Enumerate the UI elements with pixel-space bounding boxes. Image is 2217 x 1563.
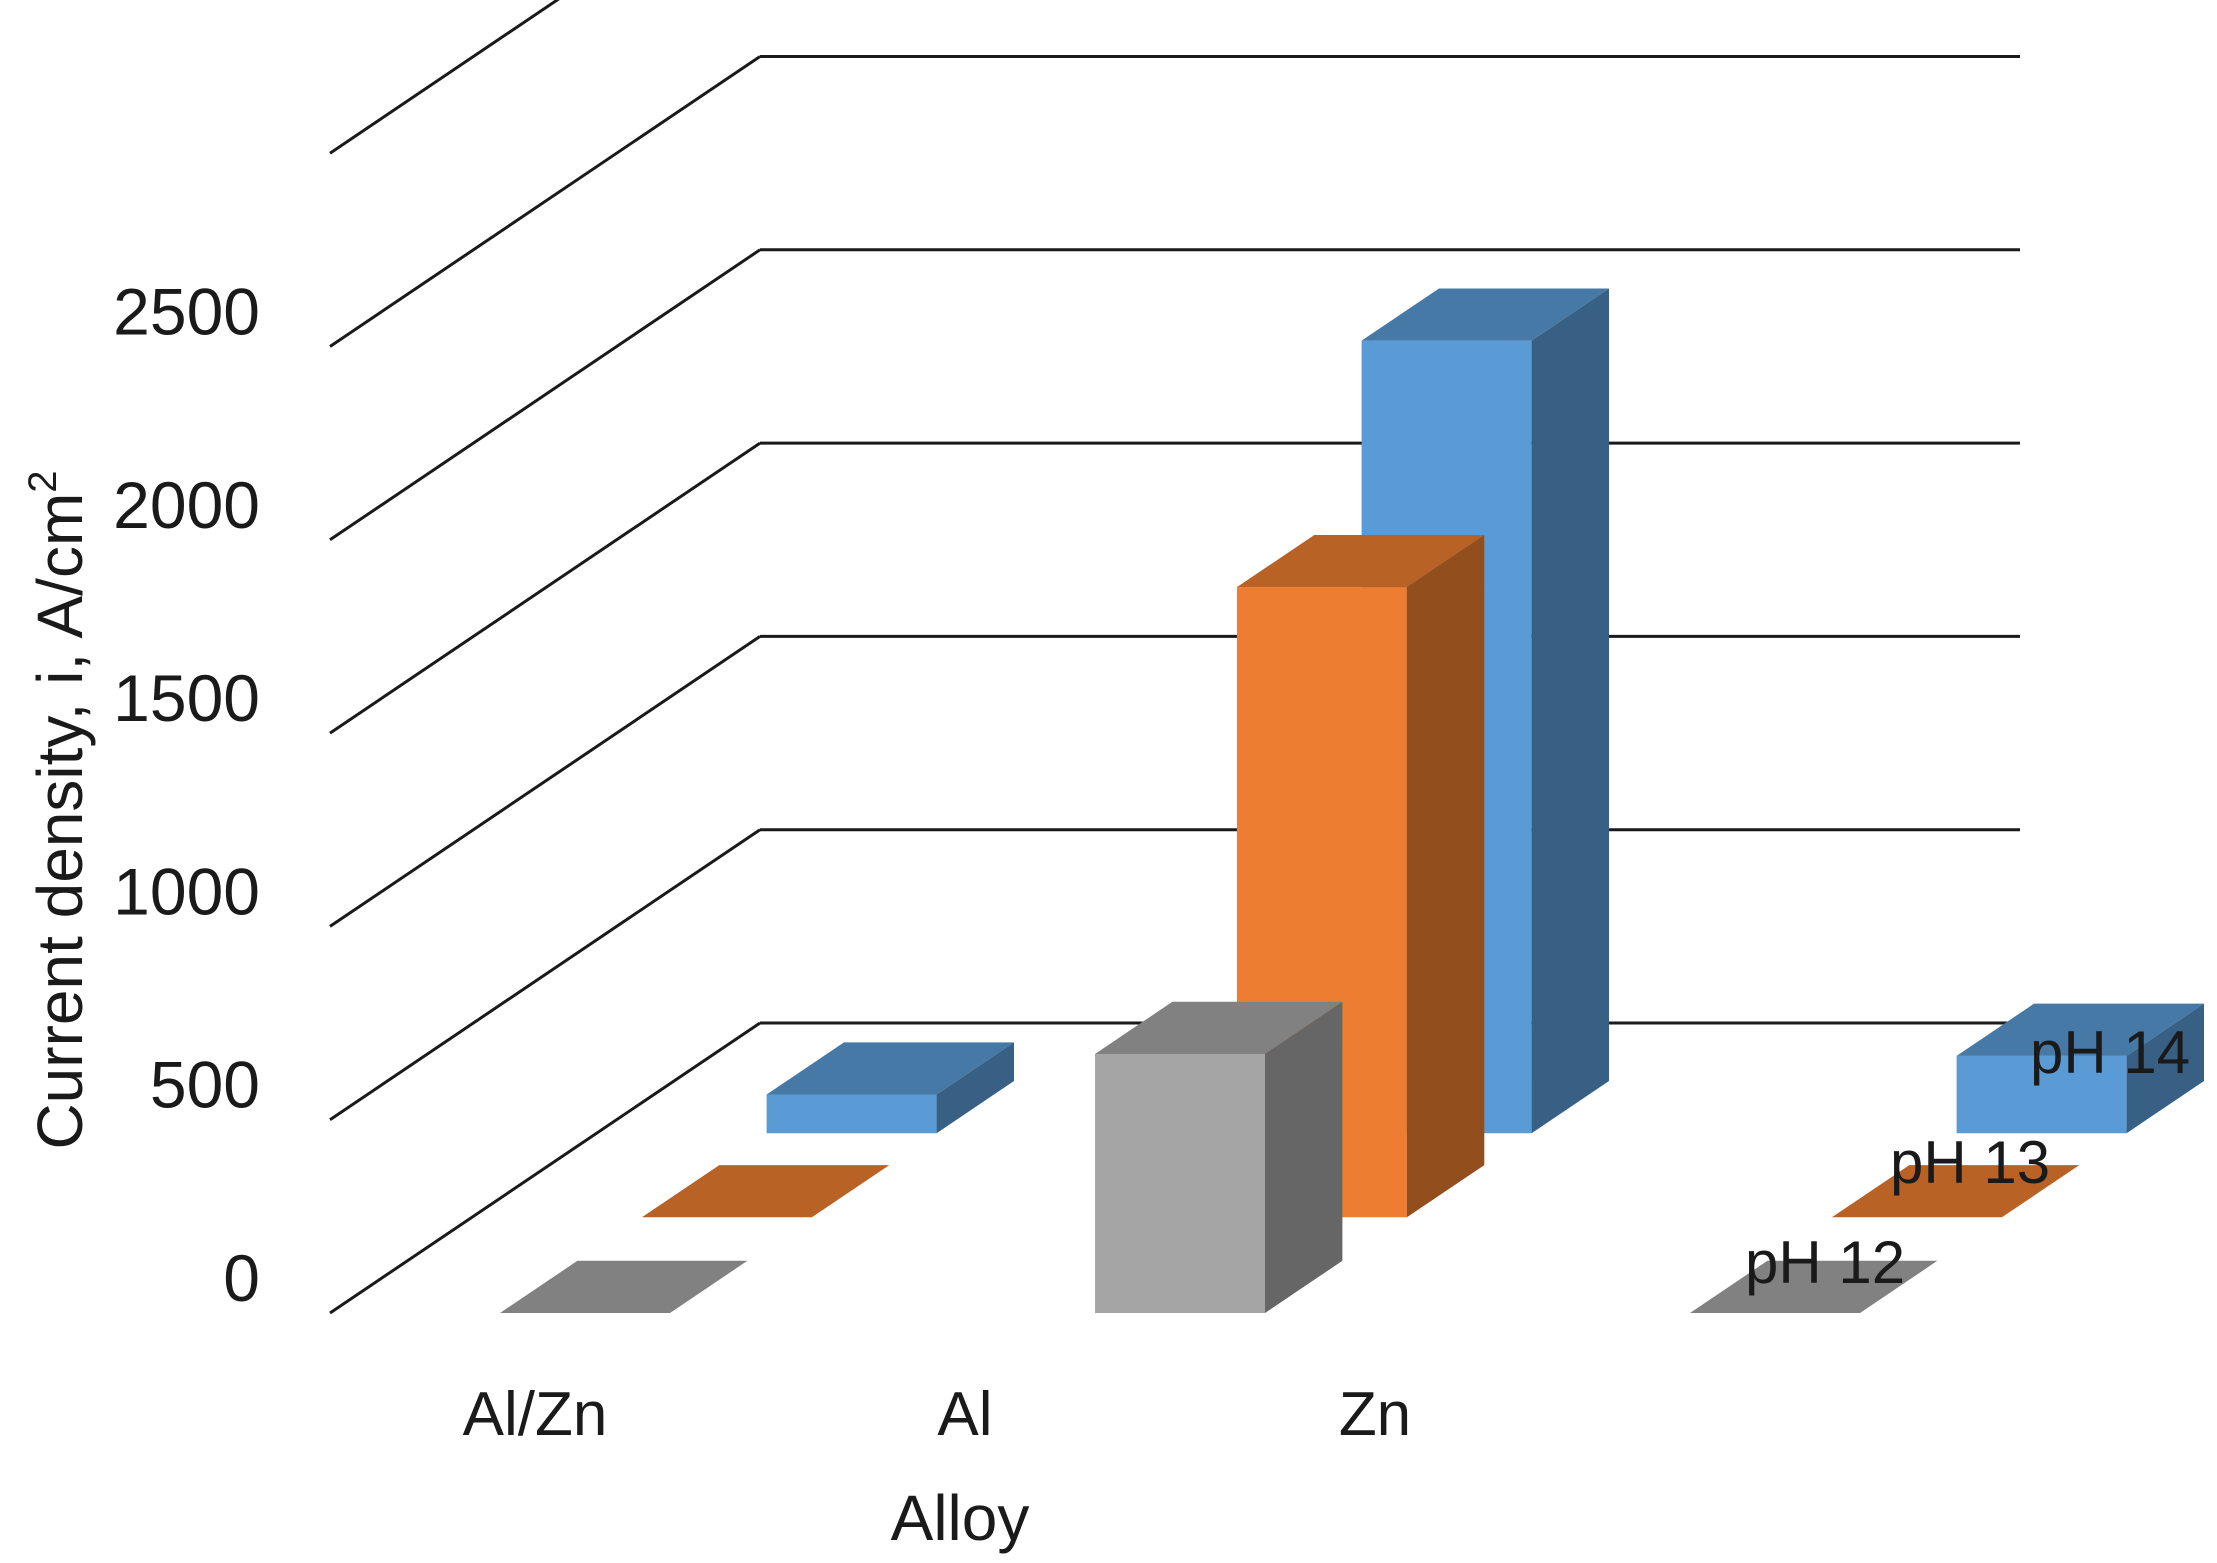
- category-label: Zn: [1339, 1380, 1411, 1449]
- gridline-diagonal: [329, 248, 761, 542]
- y-tick-label: 0: [223, 1241, 260, 1315]
- bar-top-face: [1831, 1165, 2080, 1218]
- bar-front-face: [1956, 1055, 2127, 1134]
- bar-Zn-pH12: [1690, 1260, 1938, 1313]
- category-label: Al: [937, 1380, 992, 1449]
- bar-top-face: [641, 1165, 890, 1218]
- bar-Al-pH12: [1095, 1001, 1343, 1313]
- gridline-diagonal: [329, 0, 560, 155]
- series-labels: pH 12 pH 13 pH 14: [1745, 1019, 2190, 1296]
- y-tick-label: 2000: [113, 468, 260, 542]
- bar-Al-Zn-pH14: [766, 1042, 1014, 1134]
- y-tick-label: 1500: [113, 661, 260, 735]
- bar-front-face: [766, 1094, 937, 1134]
- bar-top-face: [766, 1042, 1014, 1095]
- series-label: pH 13: [1890, 1129, 2050, 1196]
- bar-side-face: [1531, 288, 1609, 1134]
- category-label: Al/Zn: [463, 1380, 608, 1449]
- bar-side-face: [1406, 534, 1485, 1218]
- series-label: pH 12: [1745, 1229, 1905, 1296]
- y-tick-label: 500: [150, 1048, 260, 1122]
- bar-top-face: [500, 1260, 748, 1313]
- y-tick-labels: 0 500 1000 1500 2000 2500: [113, 275, 260, 1316]
- gridline-diagonal: [329, 1021, 761, 1315]
- bar-Al-Zn-pH12: [500, 1260, 748, 1313]
- bar-Zn-pH13: [1831, 1165, 2080, 1218]
- y-axis-title: Current density, i, A/cm2: [21, 470, 96, 1149]
- y-tick-label: 1000: [113, 854, 260, 928]
- bar-Zn-pH14: [1956, 1003, 2204, 1134]
- bar-Al-Zn-pH13: [641, 1165, 890, 1218]
- gridline-diagonal: [329, 55, 761, 348]
- bar-top-face: [1095, 1001, 1343, 1054]
- gridline-diagonal: [329, 828, 761, 1121]
- y-tick-label: 2500: [113, 275, 260, 349]
- bar-top-face: [1236, 534, 1485, 588]
- y-axis-title-superscript: 2: [21, 470, 65, 492]
- bar-top-face: [1361, 288, 1609, 341]
- bar-side-face: [1265, 1001, 1343, 1313]
- category-labels: Al/Zn Al Zn: [463, 1380, 1412, 1449]
- gridline-diagonal: [329, 441, 761, 735]
- y-axis-title-text: Current density, i, A/cm: [24, 493, 96, 1150]
- x-axis-title: Alloy: [891, 1482, 1030, 1554]
- series-label: pH 14: [2030, 1019, 2190, 1086]
- bar-side-face: [2126, 1003, 2204, 1134]
- bar-top-face: [1956, 1003, 2204, 1056]
- gridline-diagonal: [329, 635, 761, 928]
- bar-side-face: [936, 1042, 1014, 1134]
- bars: [500, 288, 2204, 1313]
- bar-front-face: [1095, 1053, 1265, 1313]
- bar-top-face: [1690, 1260, 1938, 1313]
